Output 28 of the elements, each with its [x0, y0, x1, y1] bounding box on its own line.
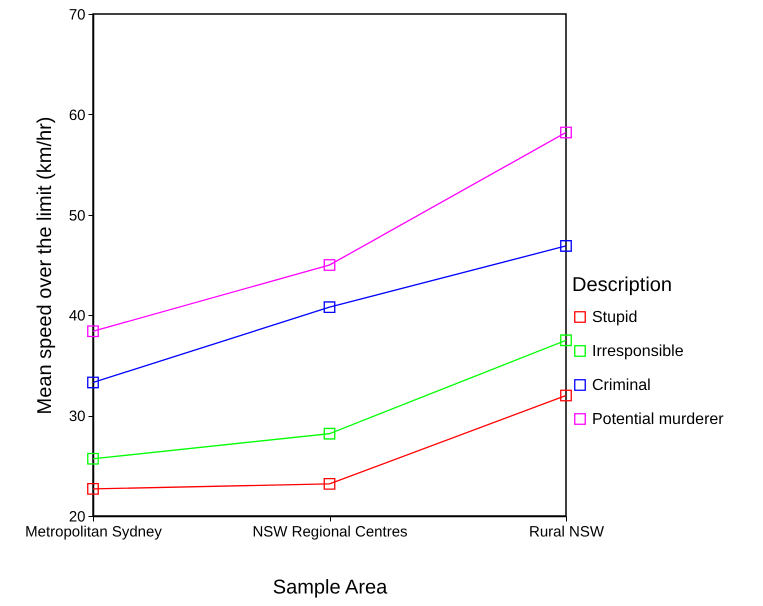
point — [87, 483, 99, 495]
legend-label: Potential murderer — [592, 411, 724, 428]
legend-title: Description — [572, 274, 672, 296]
point — [324, 478, 336, 490]
y-tick-label: 50 — [68, 207, 86, 224]
legend-label: Stupid — [592, 309, 638, 326]
point — [560, 390, 572, 402]
y-tick-label: 70 — [68, 6, 86, 24]
x-axis-title: Sample Area — [272, 576, 388, 598]
x-tick-label: NSW Regional Centres — [252, 524, 408, 540]
legend-label: Irresponsible — [592, 343, 684, 360]
y-tick-label: 40 — [68, 308, 86, 325]
point — [560, 240, 572, 252]
y-tick-label: 30 — [68, 408, 86, 426]
point — [87, 376, 99, 388]
point — [324, 301, 336, 314]
legend-label: Criminal — [592, 377, 651, 394]
point — [324, 259, 336, 271]
point — [87, 325, 99, 338]
point — [560, 126, 572, 138]
y-axis-title: Mean speed over the limit (km/hr) — [34, 116, 56, 414]
y-tick-label: 60 — [68, 106, 86, 124]
x-tick-label: Rural NSW — [528, 524, 605, 540]
point — [87, 452, 99, 465]
y-tick-label: 20 — [68, 508, 86, 526]
point — [324, 428, 336, 440]
point — [560, 334, 572, 346]
x-tick-label: Metropolitan Sydney — [25, 524, 162, 540]
